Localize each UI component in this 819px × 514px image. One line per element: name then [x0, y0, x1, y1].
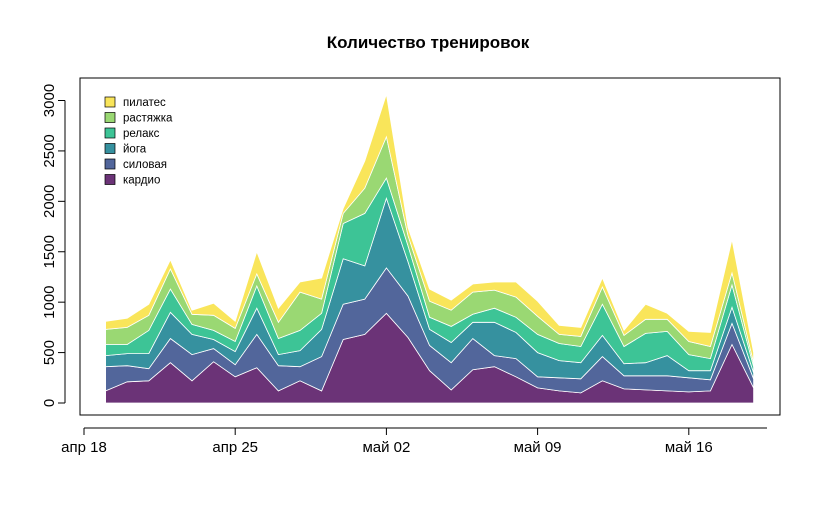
x-tick-label: май 09: [514, 439, 562, 456]
legend-swatch: [104, 96, 116, 108]
legend-swatch: [104, 143, 116, 154]
y-tick-label: 1500: [41, 235, 58, 268]
y-tick-label: 1000: [41, 285, 58, 318]
legend-label: йога: [123, 144, 147, 156]
legend-label: релакс: [123, 128, 160, 140]
plot-frame: [79, 77, 781, 416]
x-tick-label: апр 18: [61, 439, 107, 456]
y-tick-label: 3000: [41, 84, 58, 117]
y-tick-label: 500: [41, 340, 58, 365]
y-tick-label: 0: [41, 399, 58, 407]
legend-label: силовая: [123, 159, 167, 171]
x-axis: апр 18 апр 25 май 02 май 09 май 16: [61, 427, 767, 456]
legend-swatch: [104, 112, 116, 123]
y-axis: 0 500 1000 1500 2000 2500 3000: [41, 84, 66, 407]
legend-swatch: [104, 174, 116, 185]
legend-swatch: [104, 127, 116, 139]
x-tick-label: май 16: [665, 439, 713, 456]
area-series-6: [105, 94, 754, 363]
legend-swatch: [104, 158, 116, 170]
legend-label: пилатес: [123, 97, 166, 109]
legend: пилатес растяжка релакс йога силовая кардио: [104, 96, 173, 187]
y-tick-label: 2000: [41, 185, 58, 218]
x-tick-label: май 02: [362, 439, 410, 456]
legend-label: растяжка: [123, 113, 173, 125]
plot-box: [79, 77, 781, 416]
chart-title: Количество тренировок: [327, 33, 530, 52]
x-tick-label: апр 25: [212, 439, 258, 456]
y-tick-label: 2500: [41, 134, 58, 167]
legend-label: кардио: [123, 175, 160, 187]
stacked-areas: [105, 94, 754, 404]
